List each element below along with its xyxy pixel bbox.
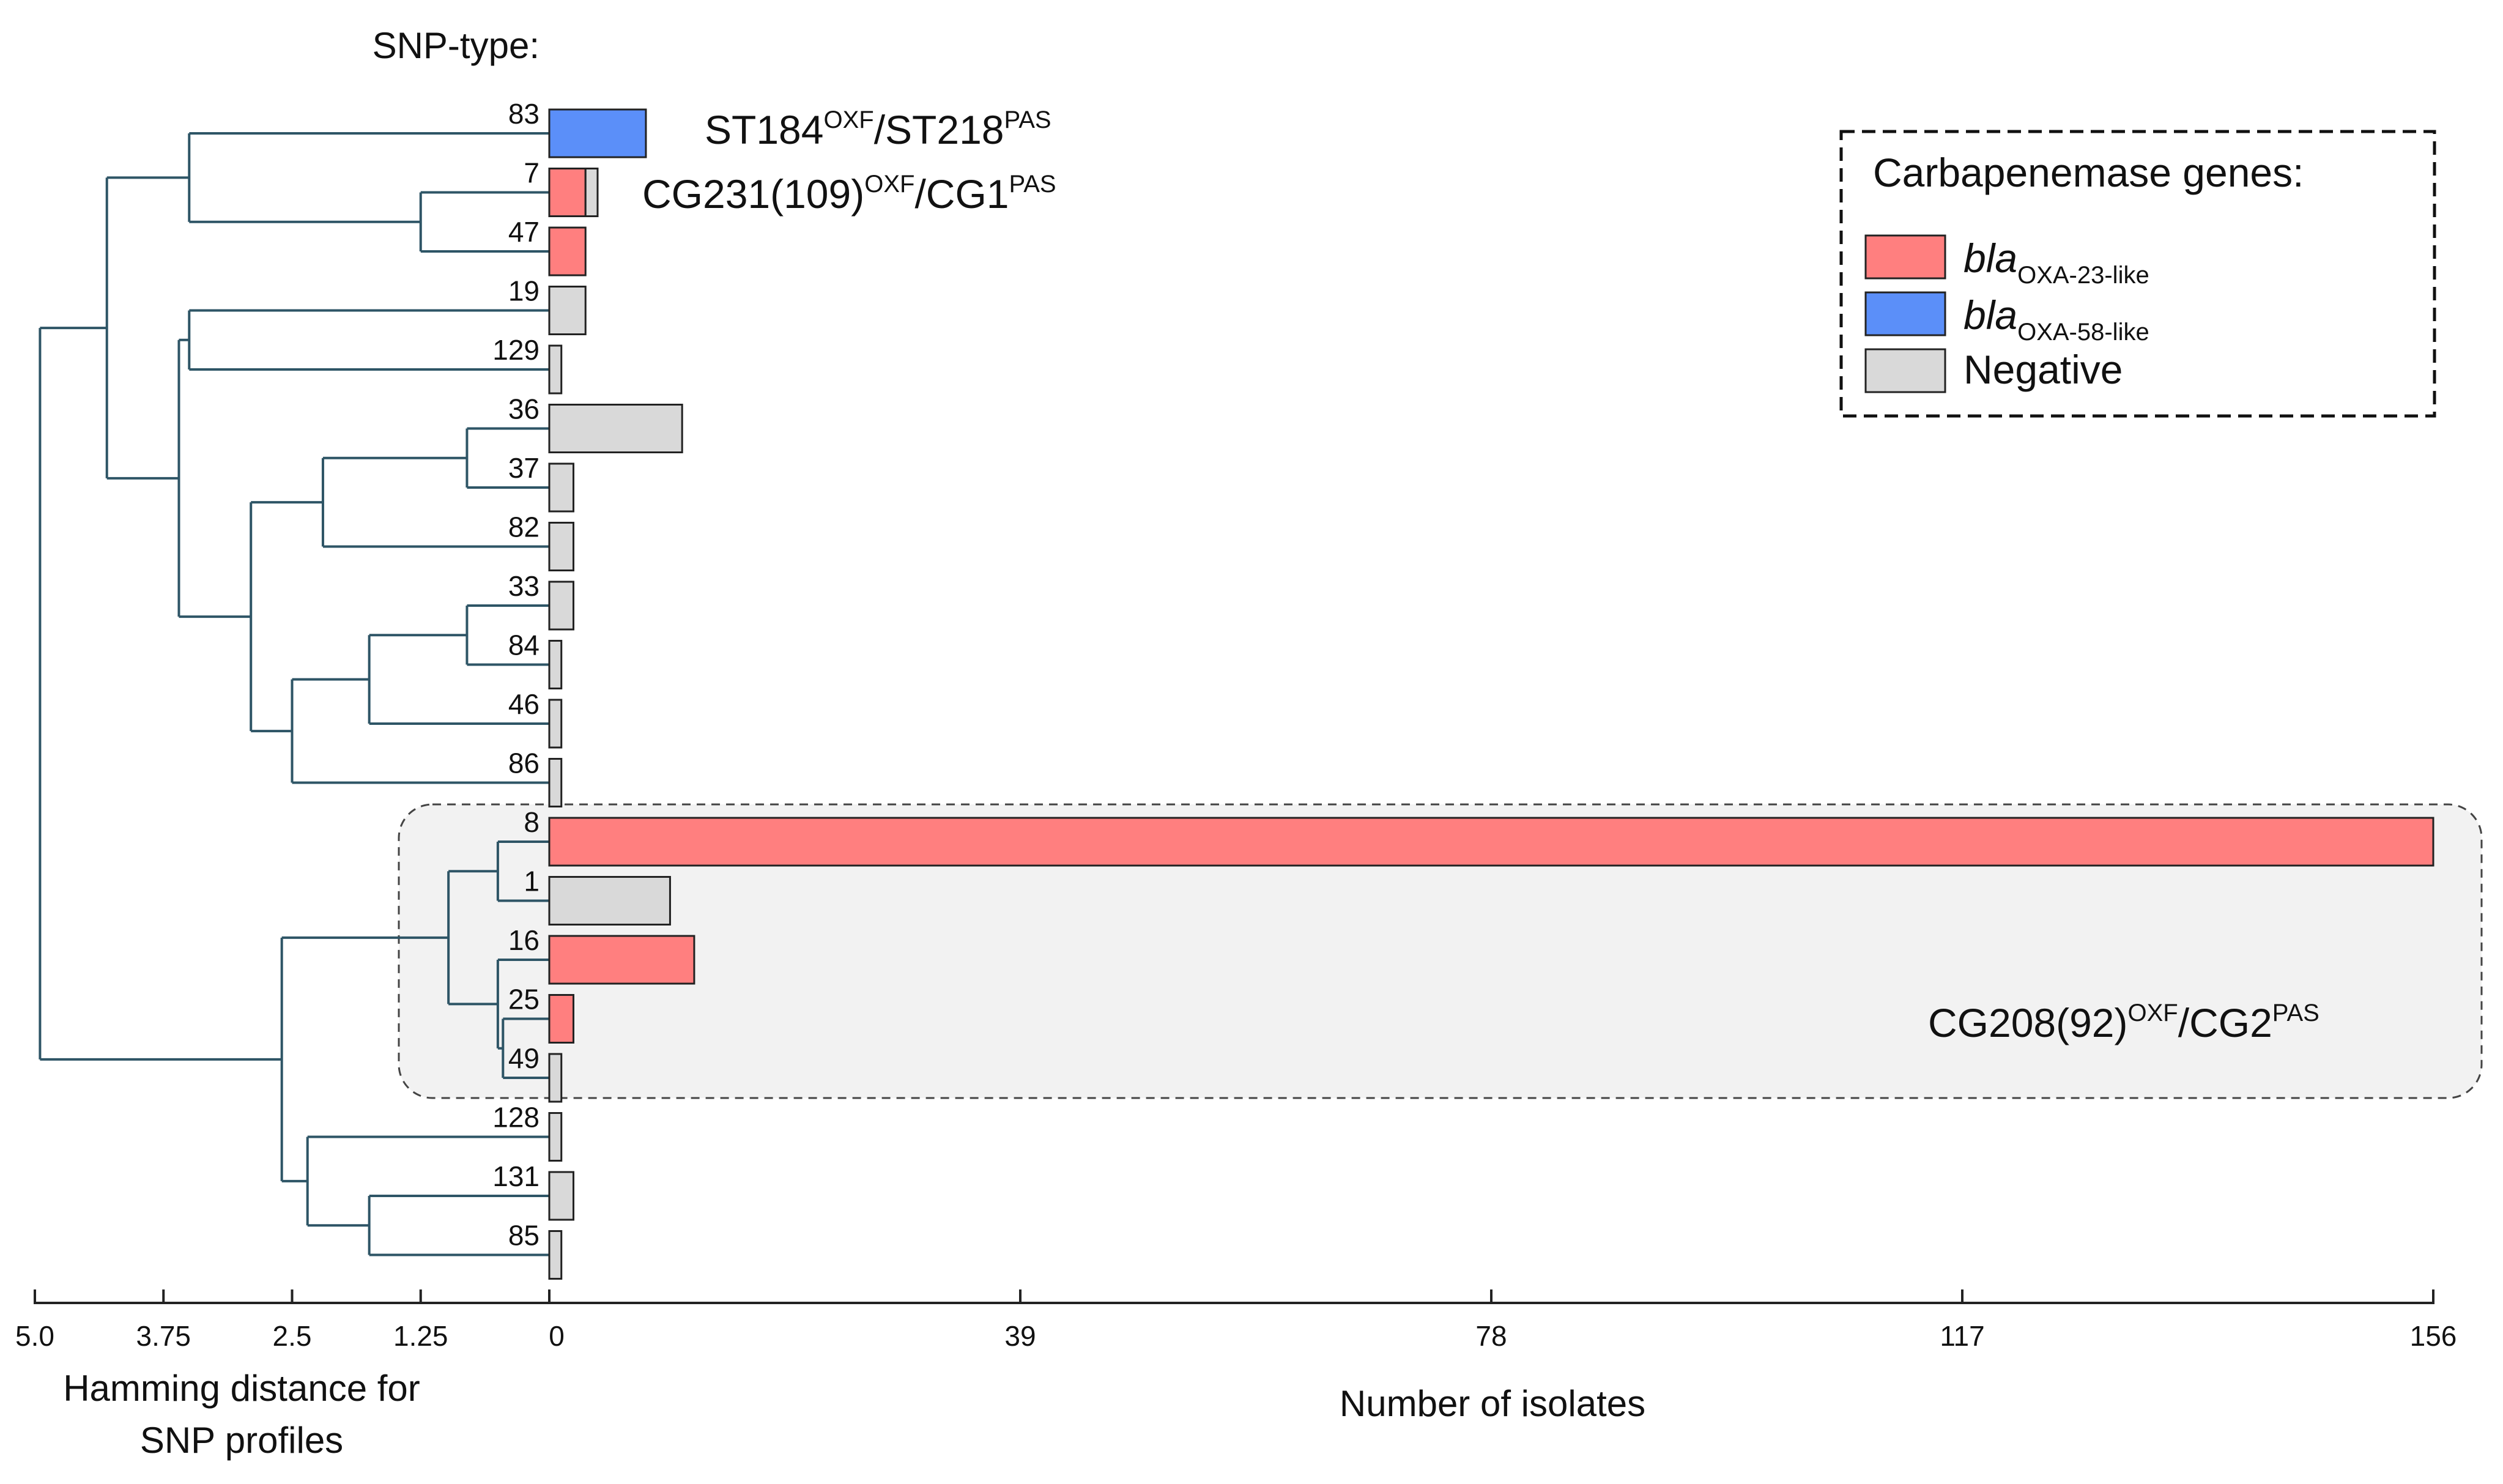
- legend: Carbapenemase genes: blaOXA-23-like blaO…: [1839, 130, 2436, 418]
- bar-7-blaOXA-23-like: [548, 168, 587, 217]
- x-tick-label-0: 0: [549, 1320, 565, 1352]
- snp-label-36: 36: [508, 393, 540, 425]
- bar-86-Negative: [548, 758, 563, 807]
- dendrogram: [39, 132, 549, 1256]
- bar-25-blaOXA-23-like: [548, 994, 574, 1044]
- legend-swatch-oxa23: [1864, 234, 1946, 280]
- bar-47-blaOXA-23-like: [548, 226, 587, 276]
- snp-label-25: 25: [508, 984, 540, 1015]
- x-tick-label-3: 117: [1940, 1320, 1984, 1352]
- snp-label-83: 83: [508, 98, 540, 130]
- bar-36-Negative: [548, 404, 683, 453]
- clade-label-cg231: CG231(109)OXF/CG1PAS: [642, 171, 1056, 217]
- snp-label-85: 85: [508, 1220, 540, 1252]
- snp-label-49: 49: [508, 1042, 540, 1074]
- bar-series: [548, 108, 2434, 1280]
- bar-82-Negative: [548, 522, 574, 571]
- clade-label-cg208: CG208(92)OXF/CG2PAS: [1928, 1000, 2319, 1045]
- bar-128-Negative: [548, 1112, 563, 1162]
- snp-label-8: 8: [524, 806, 540, 838]
- clade-highlight-box: [398, 803, 2483, 1099]
- legend-label-negative: Negative: [1963, 347, 2123, 392]
- snp-label-16: 16: [508, 924, 540, 956]
- legend-swatch-negative: [1864, 348, 1946, 393]
- bar-8-blaOXA-23-like: [548, 817, 2434, 867]
- tree-axis-title-line2: SNP profiles: [140, 1420, 343, 1461]
- bar-84-Negative: [548, 640, 563, 689]
- snp-label-19: 19: [508, 275, 540, 307]
- snp-label-128: 128: [492, 1102, 540, 1133]
- bar-19-Negative: [548, 286, 587, 335]
- x-axis-title: Number of isolates: [1340, 1383, 1645, 1424]
- snp-label-86: 86: [508, 748, 540, 779]
- tree-axis-title-line1: Hamming distance for: [63, 1368, 420, 1409]
- tree-tick-label-1: 3.75: [136, 1320, 191, 1352]
- legend-label-oxa58: blaOXA-58-like: [1963, 292, 2149, 346]
- bar-83-blaOXA-58-like: [548, 108, 647, 158]
- snp-label-129: 129: [492, 334, 540, 366]
- tree-tick-label-3: 1.25: [393, 1320, 448, 1352]
- snp-label-82: 82: [508, 511, 540, 543]
- snp-label-131: 131: [492, 1160, 540, 1192]
- snp-label-84: 84: [508, 629, 540, 661]
- bar-129-Negative: [548, 344, 563, 395]
- snp-label-33: 33: [508, 570, 540, 602]
- bar-131-Negative: [548, 1171, 574, 1221]
- snp-type-labels: 83 7 47 19 129 36 37 82 33 84 46 86 8 1 16 25 49 128 131 85: [492, 98, 540, 1252]
- x-tick-label-2: 78: [1475, 1320, 1507, 1352]
- x-axis: 5.0 3.75 2.5 1.25 0 39 78 117 156: [15, 1289, 2457, 1352]
- bar-46-Negative: [548, 699, 563, 749]
- tree-tick-label-0: 5.0: [15, 1320, 54, 1352]
- clade-label-st184: ST184OXF/ST218PAS: [705, 106, 1051, 152]
- snp-label-7: 7: [524, 157, 540, 189]
- snp-label-46: 46: [508, 688, 540, 720]
- legend-swatch-oxa58: [1864, 291, 1946, 336]
- legend-label-oxa23: blaOXA-23-like: [1963, 236, 2149, 289]
- tree-tick-label-2: 2.5: [273, 1320, 312, 1352]
- x-tick-label-1: 39: [1004, 1320, 1036, 1352]
- x-tick-label-4: 156: [2410, 1320, 2457, 1352]
- legend-title: Carbapenemase genes:: [1873, 150, 2304, 195]
- bar-33-Negative: [548, 581, 574, 631]
- bar-7-Negative: [584, 168, 599, 217]
- bar-37-Negative: [548, 462, 574, 513]
- bar-1-Negative: [548, 876, 671, 926]
- snp-type-header: SNP-type:: [373, 25, 540, 66]
- bar-49-Negative: [548, 1053, 563, 1103]
- snp-label-47: 47: [508, 216, 540, 248]
- snp-label-1: 1: [524, 866, 540, 897]
- snp-label-37: 37: [508, 452, 540, 484]
- bar-16-blaOXA-23-like: [548, 935, 695, 985]
- bar-85-Negative: [548, 1230, 563, 1280]
